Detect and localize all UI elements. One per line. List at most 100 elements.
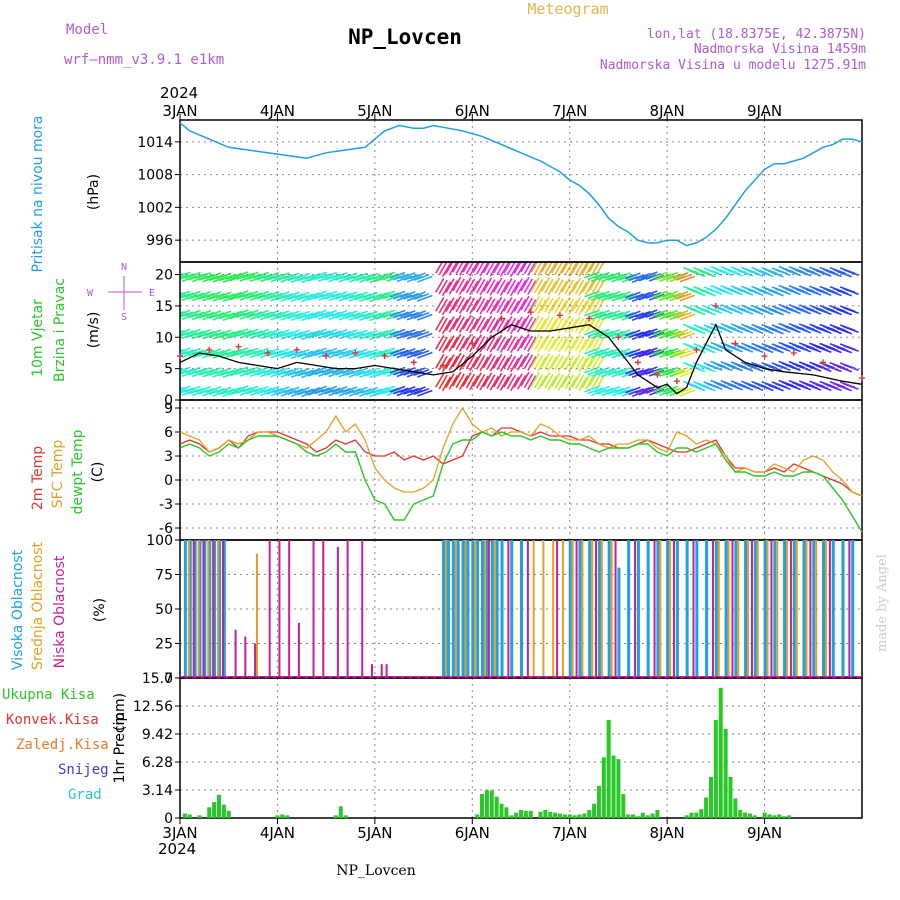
wind-arrow — [843, 269, 859, 277]
wind-arrow — [352, 367, 368, 375]
wind-arrow — [256, 311, 273, 319]
wind-arrow — [550, 372, 561, 388]
wind-arrow — [249, 369, 266, 377]
wind-arrow — [550, 315, 561, 331]
wind-arrow — [222, 294, 239, 302]
wind-arrow — [584, 271, 600, 279]
wind-arrow — [662, 347, 679, 355]
wind-arrow — [369, 295, 385, 303]
wind-arrow — [594, 309, 610, 317]
wind-arrow — [253, 271, 269, 279]
wind-arrow — [747, 384, 764, 392]
wind-arrow — [393, 311, 409, 319]
wind-arrow — [246, 292, 263, 300]
wind-arrow — [290, 275, 307, 283]
cloud-bar — [659, 540, 662, 678]
wind-arrow — [253, 309, 269, 317]
wind-arrow — [523, 335, 534, 351]
wind-gust-marker — [206, 346, 213, 353]
wind-arrow — [389, 271, 406, 279]
wind-arrow — [516, 355, 527, 371]
plot-area: 101410081002996201510509630-3-6100755025… — [133, 102, 865, 842]
wind-gust-marker — [790, 349, 797, 356]
wind-arrow — [270, 313, 286, 321]
wind-arrow — [706, 326, 723, 334]
wind-arrow — [547, 375, 557, 391]
wind-arrow — [441, 281, 452, 297]
wind-arrow — [475, 278, 486, 294]
wind-arrow — [591, 373, 602, 389]
wind-arrow — [355, 274, 372, 282]
wind-arrow — [249, 274, 266, 282]
cloud-bar — [737, 540, 740, 678]
cloud-bar — [268, 540, 271, 678]
wind-arrow — [499, 357, 510, 372]
wind-arrow — [417, 370, 433, 378]
wind-arrow — [307, 369, 324, 377]
cloud-unit: (%) — [92, 598, 108, 622]
wind-arrow — [348, 332, 365, 340]
cloud-bar — [724, 540, 728, 678]
wind-arrow — [226, 291, 242, 299]
wind-arrow — [335, 311, 351, 319]
wind-arrow — [836, 384, 853, 392]
compass-w: W — [87, 288, 94, 299]
precip-bar — [543, 809, 548, 818]
wind-arrow — [659, 350, 675, 358]
wind-arrow — [441, 262, 452, 278]
wind-arrow — [594, 328, 610, 336]
wind-arrow — [527, 280, 537, 295]
wind-arrow — [396, 389, 413, 397]
wind-arrow — [297, 350, 314, 358]
wind-arrow — [689, 308, 706, 316]
wind-arrow — [506, 336, 517, 352]
wind-arrow — [236, 367, 252, 375]
wind-arrow — [489, 318, 500, 334]
wind-arrow — [198, 273, 215, 281]
time-label-top: 9JAN — [747, 102, 782, 120]
wind-arrow — [355, 388, 372, 396]
wind-arrow — [645, 367, 662, 375]
wind-arrow — [775, 383, 791, 391]
wind-arrow — [205, 367, 222, 375]
wind-arrow — [435, 262, 444, 274]
wind-arrow — [180, 349, 194, 356]
wind-arrow — [614, 348, 631, 356]
wind-arrow — [557, 375, 568, 391]
wind-arrow — [758, 346, 774, 354]
cloud-bar — [851, 540, 855, 678]
precip-bar — [280, 814, 285, 818]
wind-arrow — [510, 376, 520, 392]
wind-gust-marker — [732, 340, 739, 347]
precip-bar — [596, 785, 601, 818]
wind-arrow — [284, 367, 300, 375]
wind-arrow — [180, 312, 188, 317]
wind-arrow — [544, 373, 554, 389]
cloud-bar — [361, 540, 364, 678]
wind-arrow — [290, 313, 307, 321]
wind-arrow — [472, 334, 482, 349]
precip-bar — [343, 815, 348, 818]
wind-arrow — [188, 292, 205, 300]
wind-arrow — [618, 387, 634, 395]
wind-arrow — [232, 328, 249, 336]
wind-arrow — [335, 349, 351, 357]
wind-arrow — [486, 298, 496, 313]
wind-arrow — [215, 310, 232, 318]
wind-arrow — [645, 348, 662, 356]
wind-arrow — [747, 308, 764, 316]
wind-arrow — [843, 307, 859, 315]
wind-arrow — [557, 280, 568, 296]
wind-arrow — [655, 311, 672, 319]
wind-arrow — [284, 386, 300, 394]
wind-arrow — [520, 295, 530, 311]
wind-arrow — [301, 371, 317, 379]
wind-arrow — [359, 332, 375, 340]
wind-arrow — [537, 337, 547, 353]
wind-arrow — [345, 387, 362, 395]
wind-arrow — [297, 274, 314, 282]
wind-arrow — [631, 351, 648, 359]
cloud-bar — [617, 567, 621, 678]
wind-arrow — [554, 317, 564, 332]
wind-arrow — [482, 353, 493, 369]
